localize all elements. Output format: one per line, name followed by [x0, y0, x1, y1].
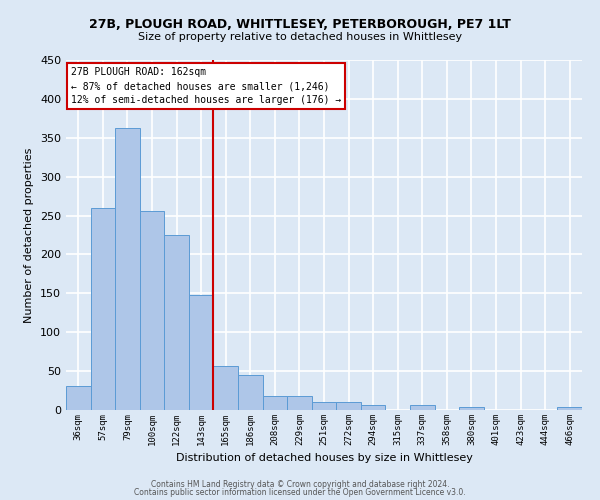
Bar [115, 128, 140, 410]
Bar [66, 386, 91, 410]
Bar [557, 407, 582, 410]
Bar [214, 366, 238, 410]
Bar [263, 396, 287, 410]
Text: Contains public sector information licensed under the Open Government Licence v3: Contains public sector information licen… [134, 488, 466, 497]
Bar [91, 208, 115, 410]
Bar [164, 235, 189, 410]
Bar [336, 402, 361, 410]
Text: 27B PLOUGH ROAD: 162sqm
← 87% of detached houses are smaller (1,246)
12% of semi: 27B PLOUGH ROAD: 162sqm ← 87% of detache… [71, 67, 341, 105]
Text: Contains HM Land Registry data © Crown copyright and database right 2024.: Contains HM Land Registry data © Crown c… [151, 480, 449, 489]
Bar [312, 402, 336, 410]
Bar [459, 407, 484, 410]
Bar [189, 295, 214, 410]
Y-axis label: Number of detached properties: Number of detached properties [25, 148, 34, 322]
Bar [287, 396, 312, 410]
Bar [410, 406, 434, 410]
Bar [361, 404, 385, 410]
Bar [238, 375, 263, 410]
Bar [140, 211, 164, 410]
X-axis label: Distribution of detached houses by size in Whittlesey: Distribution of detached houses by size … [176, 454, 472, 464]
Text: Size of property relative to detached houses in Whittlesey: Size of property relative to detached ho… [138, 32, 462, 42]
Text: 27B, PLOUGH ROAD, WHITTLESEY, PETERBOROUGH, PE7 1LT: 27B, PLOUGH ROAD, WHITTLESEY, PETERBOROU… [89, 18, 511, 30]
